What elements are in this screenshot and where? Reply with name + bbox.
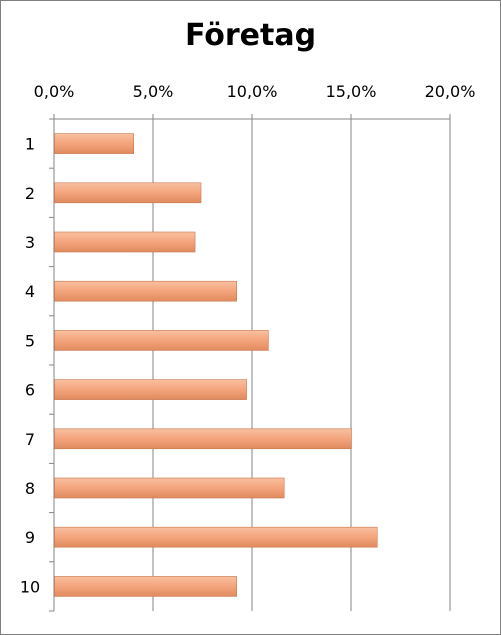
bar — [54, 182, 202, 204]
category-label: 5 — [25, 331, 35, 350]
x-tick-label: 5,0% — [133, 82, 174, 101]
x-tick-label: 10,0% — [227, 82, 278, 101]
bar — [54, 133, 134, 154]
category-label: 10 — [20, 577, 40, 596]
category-label: 3 — [25, 233, 35, 252]
bar — [54, 576, 237, 597]
category-label: 6 — [25, 381, 35, 400]
bar — [54, 379, 247, 400]
x-tick-label: 0,0% — [34, 82, 75, 101]
x-tick-label: 15,0% — [326, 82, 377, 101]
x-tick-label: 20,0% — [425, 82, 476, 101]
category-label: 1 — [25, 135, 35, 154]
bar — [54, 280, 237, 302]
bar — [54, 526, 378, 548]
category-label: 2 — [25, 184, 35, 203]
axes — [49, 114, 451, 612]
bar — [54, 428, 352, 450]
category-label: 7 — [25, 430, 35, 449]
bar — [54, 477, 285, 499]
category-label: 8 — [25, 479, 35, 498]
category-label: 9 — [25, 528, 35, 547]
tick-labels: 0,0% 5,0% 10,0% 15,0% 20,0% 1 2 3 4 5 6 7 8 9 10 — [20, 82, 476, 596]
chart-title: Företag — [184, 18, 317, 53]
category-label: 4 — [25, 282, 35, 301]
bars — [54, 133, 378, 597]
bar — [54, 231, 196, 253]
bar — [54, 330, 269, 351]
